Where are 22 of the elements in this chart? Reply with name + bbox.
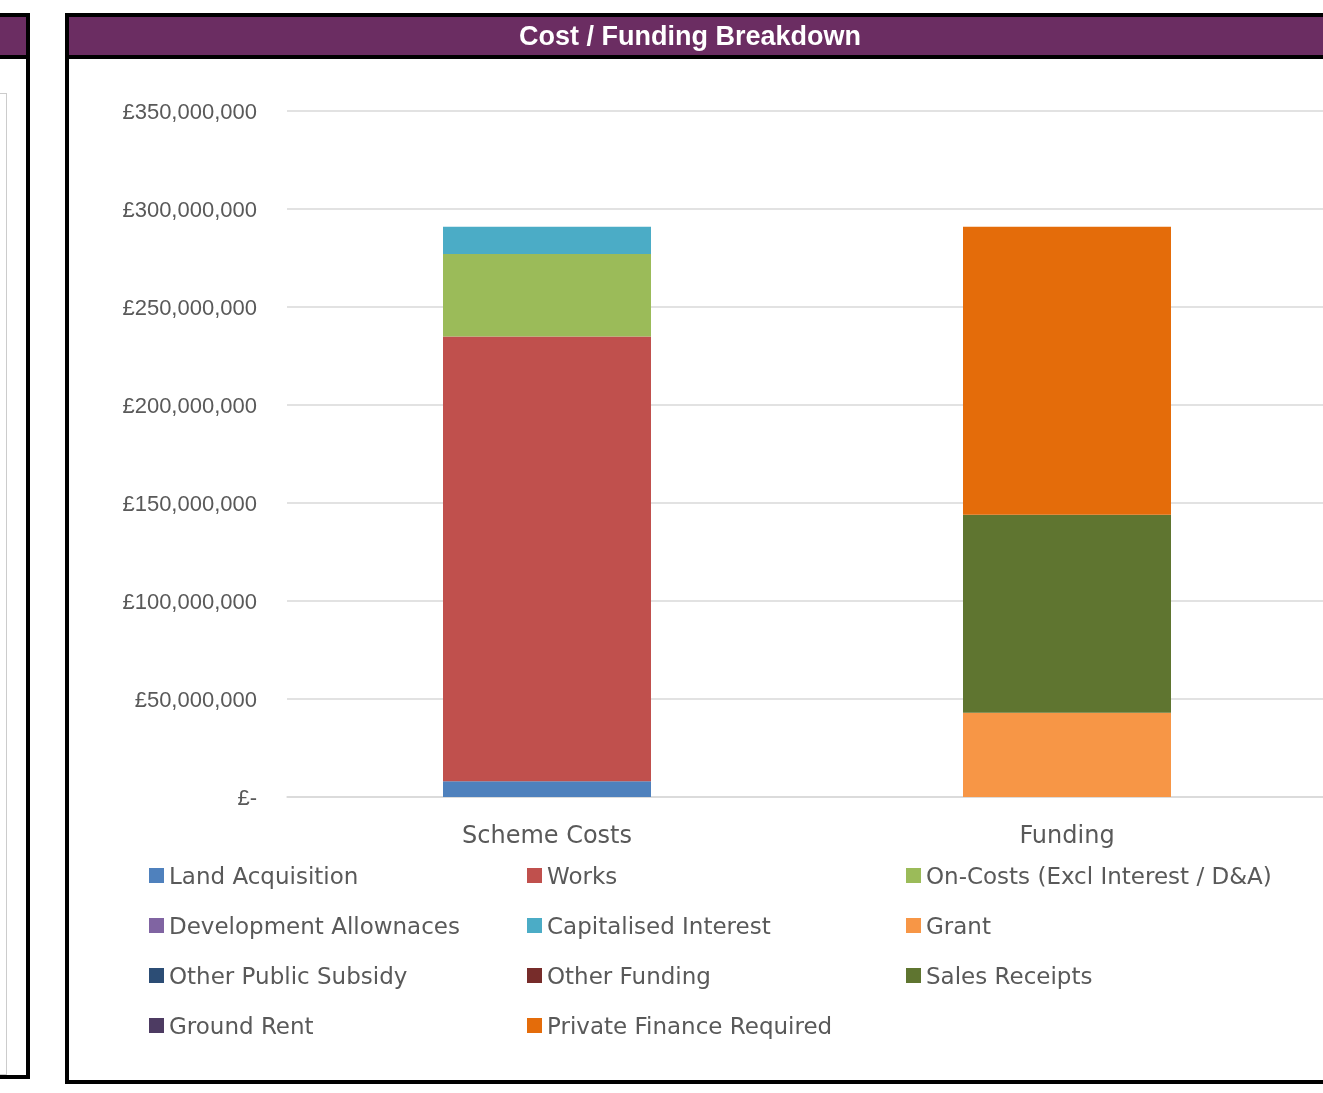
legend-label: Other Funding [547, 962, 711, 989]
y-tick-label: £300,000,000 [122, 196, 257, 222]
legend-label: Development Allownaces [169, 912, 460, 939]
chart-title: Cost / Funding Breakdown [69, 17, 1323, 59]
legend-label: Ground Rent [169, 1012, 314, 1039]
legend-label: Capitalised Interest [547, 912, 771, 939]
y-tick-label: £150,000,000 [122, 490, 257, 516]
legend-label: Land Acquisition [169, 862, 359, 889]
y-tick-label: £250,000,000 [122, 294, 257, 320]
legend-label: Other Public Subsidy [169, 962, 408, 989]
y-tick-label: £50,000,000 [134, 686, 257, 712]
legend-label: Grant [926, 912, 991, 939]
x-tick-label: Scheme Costs [461, 821, 633, 849]
y-tick-label: £100,000,000 [122, 588, 257, 614]
legend-label: Works [547, 862, 618, 889]
legend-label: On-Costs (Excl Interest / D&A) [926, 862, 1272, 889]
y-tick-label: £200,000,000 [122, 392, 257, 418]
legend-label: Sales Receipts [926, 962, 1093, 989]
y-tick-label: £- [237, 784, 257, 810]
legend-label: Private Finance Required [547, 1012, 833, 1039]
x-tick-label: Funding [1019, 821, 1115, 849]
y-tick-label: £350,000,000 [122, 98, 257, 124]
